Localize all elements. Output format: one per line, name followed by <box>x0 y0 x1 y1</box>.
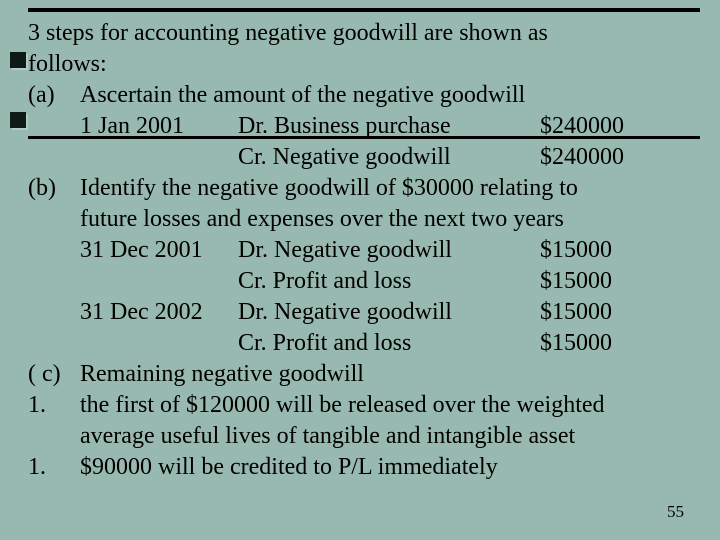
section-b-heading: (b) Identify the negative goodwill of $3… <box>28 173 720 204</box>
entry-account: Cr. Negative goodwill <box>238 142 540 173</box>
entry-amount: $240000 <box>540 111 624 142</box>
journal-entry-row: 31 Dec 2002 Dr. Negative goodwill $15000 <box>28 297 720 328</box>
section-heading-text: Identify the negative goodwill of $30000… <box>80 173 578 204</box>
journal-entry-row: Cr. Profit and loss $15000 <box>28 266 720 297</box>
section-c-heading: ( c) Remaining negative goodwill <box>28 359 720 390</box>
journal-entry-row: 1 Jan 2001 Dr. Business purchase $240000 <box>28 111 720 142</box>
intro-line: follows: <box>28 49 720 80</box>
entry-account: Dr. Negative goodwill <box>238 297 540 328</box>
list-item: 1. the first of $120000 will be released… <box>28 390 720 421</box>
horizontal-rule-top <box>28 8 700 12</box>
entry-date <box>80 266 238 297</box>
section-heading-text: Ascertain the amount of the negative goo… <box>80 80 525 111</box>
bullet-icon <box>10 112 26 128</box>
journal-entry-row: Cr. Profit and loss $15000 <box>28 328 720 359</box>
entry-date <box>80 328 238 359</box>
entry-account: Cr. Profit and loss <box>238 328 540 359</box>
section-label: ( c) <box>28 359 80 390</box>
list-text: average useful lives of tangible and int… <box>28 421 720 452</box>
section-heading-text: Remaining negative goodwill <box>80 359 364 390</box>
entry-amount: $15000 <box>540 266 612 297</box>
section-heading-text: future losses and expenses over the next… <box>28 204 720 235</box>
section-label: (a) <box>28 80 80 111</box>
list-item: 1. $90000 will be credited to P/L immedi… <box>28 452 720 483</box>
bullet-icon <box>10 52 26 68</box>
intro-line: 3 steps for accounting negative goodwill… <box>28 18 720 49</box>
entry-date: 31 Dec 2002 <box>80 297 238 328</box>
entry-amount: $15000 <box>540 328 612 359</box>
entry-amount: $15000 <box>540 235 612 266</box>
list-number: 1. <box>28 452 80 483</box>
slide-body: 3 steps for accounting negative goodwill… <box>28 18 720 483</box>
entry-account: Dr. Business purchase <box>238 111 540 142</box>
page-number: 55 <box>667 502 684 522</box>
entry-account: Cr. Profit and loss <box>238 266 540 297</box>
journal-entry-row: Cr. Negative goodwill $240000 <box>28 142 720 173</box>
entry-date: 31 Dec 2001 <box>80 235 238 266</box>
list-number: 1. <box>28 390 80 421</box>
entry-account: Dr. Negative goodwill <box>238 235 540 266</box>
list-text: $90000 will be credited to P/L immediate… <box>80 452 498 483</box>
section-label: (b) <box>28 173 80 204</box>
entry-date: 1 Jan 2001 <box>80 111 238 142</box>
entry-amount: $15000 <box>540 297 612 328</box>
list-text: the first of $120000 will be released ov… <box>80 390 605 421</box>
journal-entry-row: 31 Dec 2001 Dr. Negative goodwill $15000 <box>28 235 720 266</box>
entry-date <box>80 142 238 173</box>
section-a-heading: (a) Ascertain the amount of the negative… <box>28 80 720 111</box>
entry-amount: $240000 <box>540 142 624 173</box>
